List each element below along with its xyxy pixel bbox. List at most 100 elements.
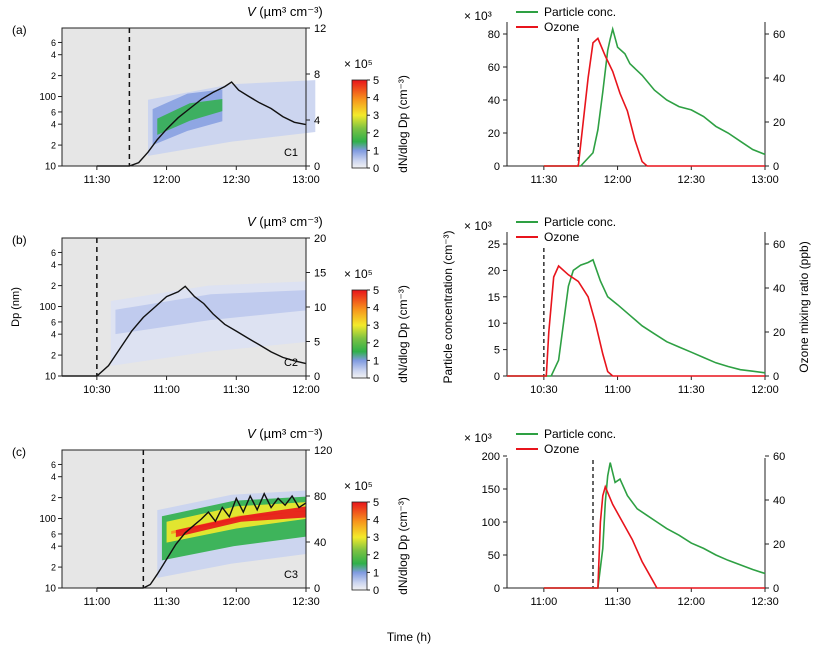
legend-particle-label: Particle conc. <box>544 427 616 441</box>
colorbar-tick-label: 2 <box>373 128 379 140</box>
colorbar-tick-label: 4 <box>373 303 379 315</box>
volume-tick-label: 0 <box>314 371 320 383</box>
time-tick-label: 13:00 <box>292 174 320 186</box>
volume-tick-label: 10 <box>314 302 326 314</box>
panel-label: (c) <box>12 445 26 459</box>
colorbar <box>351 289 368 379</box>
volume-line <box>62 285 307 377</box>
colorbar-tick-label: 3 <box>373 320 379 332</box>
time-tick-label: 11:30 <box>223 384 250 396</box>
colorbar-tick-label: 0 <box>373 585 379 597</box>
time-tick-label: 11:30 <box>83 174 110 186</box>
colorbar-tick-label: 1 <box>373 145 379 157</box>
time-tick-label: 11:00 <box>604 384 631 396</box>
particle-tick-label: 150 <box>482 484 500 496</box>
dp-tick-label: 2 <box>51 351 56 361</box>
ozone-tick-label: 60 <box>773 451 785 463</box>
time-tick-label: 12:00 <box>292 384 320 396</box>
colorbar-tick-label: 0 <box>373 163 379 175</box>
ozone-axis-label: Ozone mixing ratio (ppb) <box>797 241 811 372</box>
volume-tick-label: 120 <box>314 445 332 457</box>
dp-tick-label: 2 <box>51 493 56 503</box>
ozone-tick-label: 20 <box>773 327 785 339</box>
particle-tick-label: 0 <box>494 371 500 383</box>
particle-tick-label: 0 <box>494 583 500 595</box>
time-tick-label: 11:30 <box>153 596 180 608</box>
particle-tick-label: 100 <box>482 517 500 529</box>
time-tick-label: 12:30 <box>751 596 779 608</box>
volume-tick-label: 5 <box>314 337 320 349</box>
dp-tick-label: 10 <box>45 162 57 173</box>
x-axis-label: Time (h) <box>387 630 431 644</box>
colorbar-tick-label: 4 <box>373 93 379 105</box>
legend-ozone-label: Ozone <box>544 230 580 244</box>
colorbar <box>351 79 368 169</box>
dp-tick-label: 2 <box>51 281 56 291</box>
legend-particle-label: Particle conc. <box>544 5 616 19</box>
volume-tick-label: 0 <box>314 583 320 595</box>
particle-axis-label: Particle concentration (cm⁻³) <box>441 230 455 383</box>
dp-tick-label: 6 <box>51 460 56 470</box>
dp-tick-label: 6 <box>51 248 56 258</box>
particle-multiplier: × 10³ <box>464 431 492 445</box>
volume-tick-label: 8 <box>314 69 320 81</box>
ozone-tick-label: 20 <box>773 117 785 129</box>
volume-tick-label: 20 <box>314 233 326 245</box>
time-tick-label: 11:30 <box>678 384 705 396</box>
colorbar-tick-label: 5 <box>373 75 379 87</box>
time-tick-label: 13:00 <box>751 174 779 186</box>
colorbar-tick-label: 5 <box>373 497 379 509</box>
dp-axis-label: Dp (nm) <box>10 287 22 327</box>
colorbar-tick-label: 4 <box>373 515 379 527</box>
ozone-line <box>507 264 765 377</box>
case-label: C1 <box>284 147 298 159</box>
ozone-tick-label: 20 <box>773 539 785 551</box>
ozone-tick-label: 40 <box>773 495 785 507</box>
particle-multiplier: × 10³ <box>464 219 492 233</box>
size-distribution-band <box>175 506 306 538</box>
ozone-tick-label: 40 <box>773 73 785 85</box>
dp-tick-label: 4 <box>51 330 56 340</box>
time-tick-label: 12:00 <box>604 174 632 186</box>
particle-tick-label: 20 <box>488 265 500 277</box>
particle-multiplier: × 10³ <box>464 9 492 23</box>
dp-tick-label: 4 <box>51 542 56 552</box>
particle-line <box>543 462 766 589</box>
particle-tick-label: 20 <box>488 128 500 140</box>
dp-tick-label: 10 <box>45 372 57 383</box>
particle-tick-label: 15 <box>488 292 500 304</box>
case-label: C2 <box>284 357 298 369</box>
particle-tick-label: 40 <box>488 95 500 107</box>
ozone-tick-label: 0 <box>773 371 779 383</box>
colorbar-axis-label: dN/dlog Dp (cm⁻³) <box>396 497 410 595</box>
time-tick-label: 12:00 <box>223 596 251 608</box>
time-tick-label: 11:00 <box>530 596 557 608</box>
time-tick-label: 12:00 <box>153 174 181 186</box>
dp-tick-label: 6 <box>51 107 56 117</box>
dp-tick-label: 4 <box>51 50 56 60</box>
dp-tick-label: 4 <box>51 260 56 270</box>
dp-tick-label: 10 <box>45 584 57 595</box>
time-tick-label: 12:30 <box>292 596 320 608</box>
colorbar-multiplier: × 10⁵ <box>344 57 373 71</box>
colorbar-axis-label: dN/dlog Dp (cm⁻³) <box>396 75 410 173</box>
ozone-line <box>543 37 765 167</box>
colorbar-tick-label: 2 <box>373 550 379 562</box>
volume-tick-label: 12 <box>314 23 326 35</box>
particle-tick-label: 25 <box>488 239 500 251</box>
ozone-tick-label: 0 <box>773 583 779 595</box>
volume-tick-label: 4 <box>314 115 320 127</box>
particle-tick-label: 5 <box>494 345 500 357</box>
dp-tick-label: 2 <box>51 141 56 151</box>
dp-tick-label: 6 <box>51 529 56 539</box>
time-tick-label: 12:30 <box>678 174 706 186</box>
dp-tick-label: 4 <box>51 472 56 482</box>
colorbar-tick-label: 5 <box>373 285 379 297</box>
colorbar-multiplier: × 10⁵ <box>344 267 373 281</box>
colorbar-axis-label: dN/dlog Dp (cm⁻³) <box>396 285 410 383</box>
colorbar-multiplier: × 10⁵ <box>344 479 373 493</box>
dp-tick-label: 6 <box>51 317 56 327</box>
particle-line <box>507 258 766 377</box>
case-label: C3 <box>284 569 298 581</box>
volume-axis-label: V (µm³ cm⁻³) <box>247 4 323 19</box>
